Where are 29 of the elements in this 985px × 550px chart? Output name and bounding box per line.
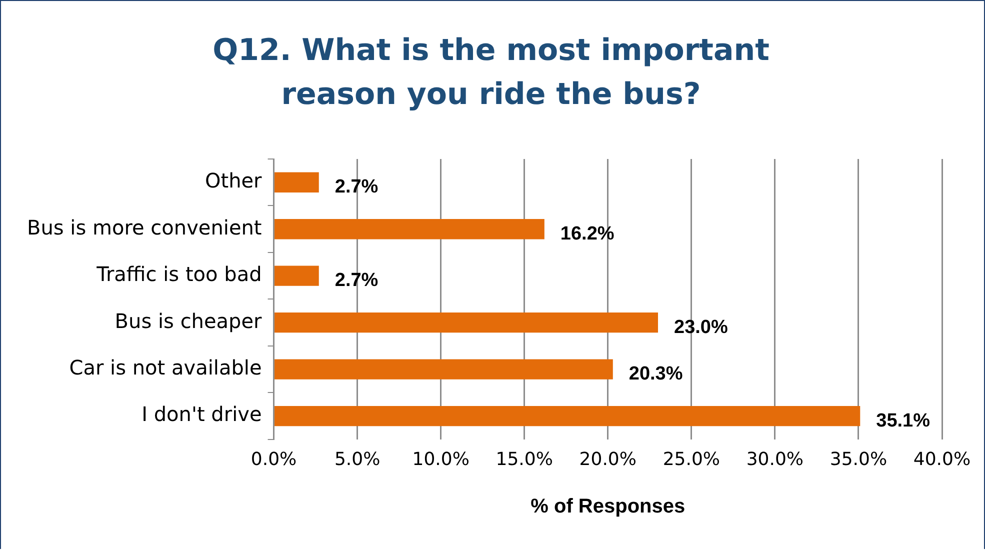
- chart-title: Q12. What is the most important reason you ride the bus?: [212, 32, 770, 114]
- bar: [274, 312, 658, 333]
- y-tick-label: Bus is more convenient: [26, 215, 262, 240]
- data-label: 23.0%: [674, 316, 728, 338]
- x-tick-label: 5.0%: [334, 448, 380, 470]
- x-tick-label: 40.0%: [913, 448, 971, 470]
- x-tick-label: 20.0%: [579, 448, 636, 470]
- x-tick-label: 15.0%: [496, 448, 553, 470]
- y-tick-label: I don't drive: [142, 402, 262, 426]
- bar: [274, 172, 319, 192]
- data-label: 2.7%: [334, 270, 378, 292]
- y-tick-label: Car is not available: [69, 356, 262, 380]
- data-label: 35.1%: [876, 410, 930, 432]
- data-label: 20.3%: [628, 364, 683, 385]
- y-tick-label: Traffic is too bad: [96, 262, 262, 286]
- x-tick-label: 0.0%: [250, 448, 297, 470]
- y-tick-label: Bus is cheaper: [114, 308, 263, 333]
- data-label: 16.2%: [560, 223, 614, 244]
- bar: [274, 359, 613, 380]
- x-axis-title: % of Responses: [530, 496, 686, 518]
- x-tick-label: 25.0%: [662, 448, 720, 470]
- bar: [274, 266, 319, 286]
- x-tick-label: 35.0%: [830, 448, 888, 470]
- bar: [274, 406, 860, 426]
- x-tick-label: 10.0%: [412, 448, 470, 470]
- x-tick-label: 30.0%: [746, 448, 804, 470]
- bar: [274, 219, 544, 240]
- data-label: 2.7%: [334, 176, 378, 198]
- y-tick-label: Other: [204, 168, 263, 193]
